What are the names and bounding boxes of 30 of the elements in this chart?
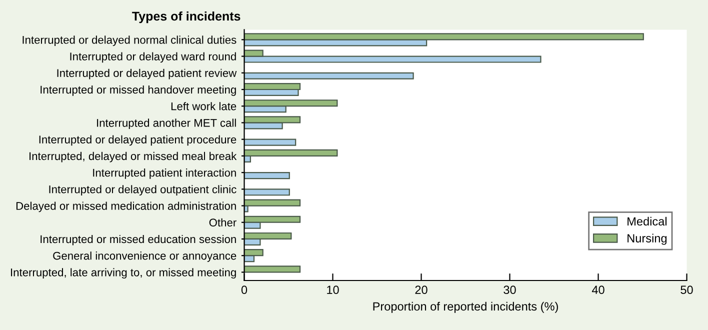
y-tick-label: Interrupted or delayed normal clinical duties [22, 36, 236, 46]
y-tick-label: Interrupted patient interaction [93, 168, 236, 179]
y-tick-label: Interrupted or missed education session [40, 234, 236, 246]
y-axis-title: Types of incidents [132, 11, 240, 24]
x-tick-label: 30 [504, 286, 516, 294]
y-tick-label: Other [209, 218, 236, 227]
legend-label: Medical [628, 216, 666, 226]
y-tick-label: Delayed or missed medication administration [16, 202, 236, 212]
x-tick-label: 0 [241, 286, 248, 294]
y-tick-label: Interrupted or delayed patient procedure [39, 135, 236, 146]
y-tick-label: Left work late [171, 102, 236, 110]
bar [244, 72, 414, 80]
bar [244, 188, 290, 196]
y-tick-label: Interrupted or delayed ward round [70, 52, 236, 63]
y-tick-label: General inconvenience or annoyance [53, 252, 236, 262]
bar [244, 172, 290, 180]
x-tick-label: 50 [680, 286, 693, 294]
x-tick-label: 40 [592, 286, 604, 294]
bar [244, 138, 296, 146]
y-tick-label: Interrupted or delayed patient review [57, 68, 237, 80]
bar [244, 266, 301, 273]
y-tick-label: Interrupted another MET call [97, 118, 236, 130]
y-tick-label: Interrupted or delayed outpatient clinic [49, 185, 236, 196]
y-tick-label: Interrupted, delayed or missed meal break [30, 152, 237, 162]
y-tick-label: Interrupted or missed handover meeting [40, 85, 236, 96]
x-axis-title: Proportion of reported incidents (%) [373, 302, 558, 313]
y-tick-label: Interrupted, late arriving to, or missed meeting [11, 268, 236, 279]
x-tick-label: 20 [415, 286, 428, 294]
x-tick-label: 10 [327, 286, 339, 294]
legend-label: Nursing [628, 234, 667, 245]
